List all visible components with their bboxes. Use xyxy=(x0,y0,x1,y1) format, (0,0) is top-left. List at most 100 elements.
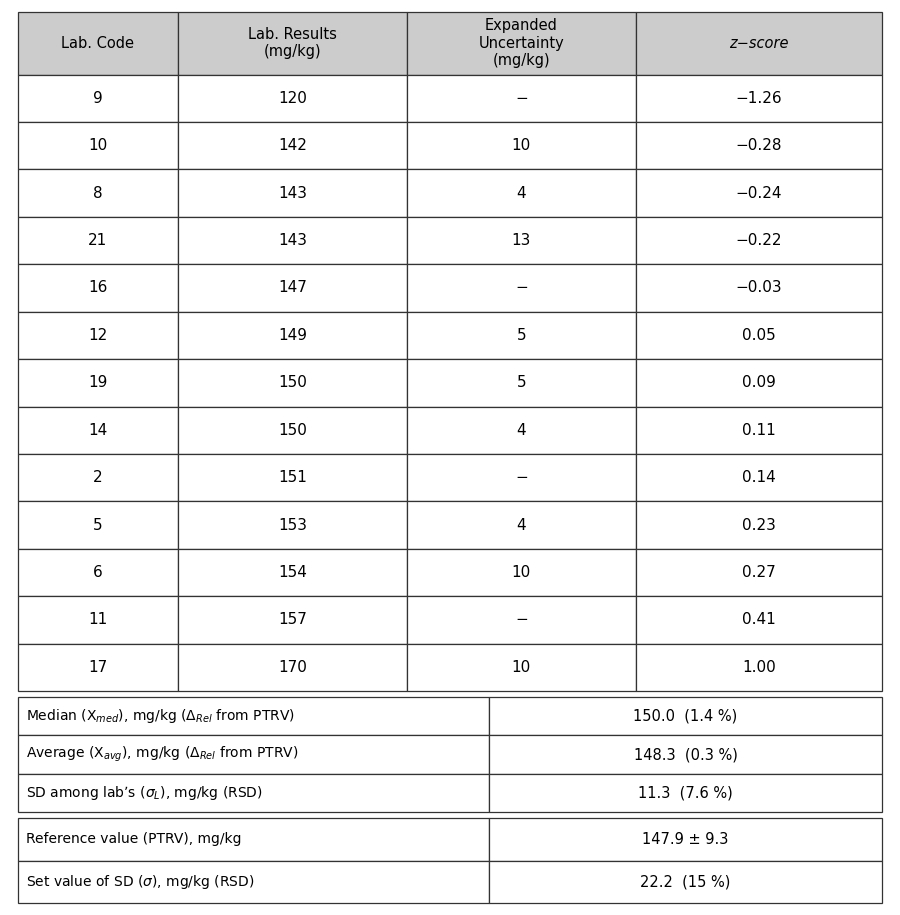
Text: 9: 9 xyxy=(93,91,103,106)
Bar xyxy=(407,406,635,454)
Bar xyxy=(635,217,882,264)
Bar xyxy=(178,643,407,691)
Bar xyxy=(178,549,407,597)
Text: 0.11: 0.11 xyxy=(742,423,776,437)
Text: −0.28: −0.28 xyxy=(735,138,782,153)
Text: 0.23: 0.23 xyxy=(742,518,776,533)
Bar xyxy=(178,406,407,454)
Text: 170: 170 xyxy=(278,660,307,675)
Bar xyxy=(635,169,882,217)
Text: 142: 142 xyxy=(278,138,307,153)
Bar xyxy=(407,12,635,74)
Bar xyxy=(18,264,178,312)
Text: 14: 14 xyxy=(88,423,107,437)
Text: −: − xyxy=(515,612,527,628)
Text: 10: 10 xyxy=(88,138,107,153)
Bar xyxy=(18,697,489,736)
Bar xyxy=(178,12,407,74)
Text: 0.41: 0.41 xyxy=(742,612,776,628)
Bar xyxy=(635,122,882,169)
Text: 4: 4 xyxy=(517,186,526,200)
Text: 1.00: 1.00 xyxy=(742,660,776,675)
Text: 147: 147 xyxy=(278,281,307,296)
Text: 17: 17 xyxy=(88,660,107,675)
Bar xyxy=(18,818,489,861)
Text: 151: 151 xyxy=(278,470,307,485)
Bar xyxy=(18,312,178,359)
Text: 19: 19 xyxy=(88,375,108,391)
Text: −: − xyxy=(515,470,527,485)
Bar xyxy=(407,454,635,501)
Text: 149: 149 xyxy=(278,328,307,343)
Text: 150: 150 xyxy=(278,375,307,391)
Bar xyxy=(18,736,489,774)
Text: 154: 154 xyxy=(278,565,307,580)
Bar xyxy=(178,454,407,501)
Text: 0.05: 0.05 xyxy=(742,328,776,343)
Text: −0.22: −0.22 xyxy=(735,233,782,248)
Text: Average (X$_{avg}$), mg/kg ($\Delta_{Rel}$ from PTRV): Average (X$_{avg}$), mg/kg ($\Delta_{Rel… xyxy=(26,745,299,764)
Bar xyxy=(18,406,178,454)
Bar xyxy=(407,74,635,122)
Text: 150.0  (1.4 %): 150.0 (1.4 %) xyxy=(634,709,738,724)
Bar xyxy=(635,359,882,406)
Bar xyxy=(178,169,407,217)
Bar xyxy=(178,597,407,643)
Bar xyxy=(18,774,489,813)
Bar xyxy=(489,818,882,861)
Text: 16: 16 xyxy=(88,281,108,296)
Bar xyxy=(178,217,407,264)
Bar xyxy=(407,217,635,264)
Bar xyxy=(407,549,635,597)
Bar xyxy=(635,549,882,597)
Text: 2: 2 xyxy=(93,470,103,485)
Text: 11.3  (7.6 %): 11.3 (7.6 %) xyxy=(638,785,733,801)
Bar xyxy=(407,169,635,217)
Bar xyxy=(635,12,882,74)
Bar xyxy=(635,264,882,312)
Bar xyxy=(635,312,882,359)
Text: SD among lab’s ($\sigma_L$), mg/kg (RSD): SD among lab’s ($\sigma_L$), mg/kg (RSD) xyxy=(26,784,263,802)
Bar xyxy=(178,359,407,406)
Text: 150: 150 xyxy=(278,423,307,437)
Bar xyxy=(407,501,635,549)
Text: 120: 120 xyxy=(278,91,307,106)
Bar xyxy=(18,861,489,903)
Text: Median (X$_{med}$), mg/kg ($\Delta_{Rel}$ from PTRV): Median (X$_{med}$), mg/kg ($\Delta_{Rel}… xyxy=(26,707,295,726)
Text: 13: 13 xyxy=(511,233,531,248)
Bar xyxy=(18,597,178,643)
Text: 10: 10 xyxy=(512,660,531,675)
Bar xyxy=(407,312,635,359)
Bar xyxy=(18,549,178,597)
Bar xyxy=(407,264,635,312)
Bar xyxy=(18,122,178,169)
Text: −0.24: −0.24 xyxy=(735,186,782,200)
Text: 5: 5 xyxy=(517,375,526,391)
Text: 21: 21 xyxy=(88,233,107,248)
Text: 6: 6 xyxy=(93,565,103,580)
Bar xyxy=(178,74,407,122)
Text: 0.14: 0.14 xyxy=(742,470,776,485)
Bar xyxy=(635,406,882,454)
Text: 5: 5 xyxy=(517,328,526,343)
Bar xyxy=(18,217,178,264)
Text: 157: 157 xyxy=(278,612,307,628)
Text: 4: 4 xyxy=(517,423,526,437)
Bar xyxy=(18,169,178,217)
Bar xyxy=(635,597,882,643)
Text: 12: 12 xyxy=(88,328,107,343)
Text: 10: 10 xyxy=(512,565,531,580)
Text: Expanded
Uncertainty
(mg/kg): Expanded Uncertainty (mg/kg) xyxy=(479,18,564,69)
Text: 11: 11 xyxy=(88,612,107,628)
Text: Lab. Results
(mg/kg): Lab. Results (mg/kg) xyxy=(248,27,337,59)
Bar xyxy=(489,736,882,774)
Text: 4: 4 xyxy=(517,518,526,533)
Bar xyxy=(407,597,635,643)
Bar xyxy=(635,643,882,691)
Bar xyxy=(635,454,882,501)
Text: Lab. Code: Lab. Code xyxy=(61,36,134,50)
Bar xyxy=(489,861,882,903)
Bar xyxy=(18,359,178,406)
Text: 0.09: 0.09 xyxy=(742,375,776,391)
Bar xyxy=(178,501,407,549)
